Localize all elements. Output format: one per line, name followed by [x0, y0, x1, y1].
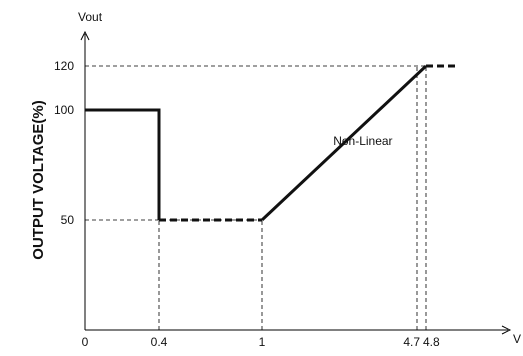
series: [85, 66, 456, 220]
x-tick-label-4-8: 4.8: [423, 335, 440, 349]
y-axis-name: Vout: [78, 10, 103, 24]
y-tick-label-50: 50: [61, 213, 75, 227]
x-tick-label-4-7: 4.7: [403, 335, 420, 349]
y-axis-title: OUTPUT VOLTAGE(%): [30, 100, 47, 259]
x-tick-label-0: 0: [82, 335, 89, 349]
curve-segment-1-solid: [85, 110, 159, 220]
guide-lines: [85, 66, 426, 330]
y-tick-label-100: 100: [54, 103, 74, 117]
axes: [81, 32, 510, 334]
x-tick-label-1: 1: [259, 335, 266, 349]
x-tick-label-0-4: 0.4: [151, 335, 168, 349]
y-tick-label-120: 120: [54, 59, 74, 73]
annotation-1: Non-Linear: [333, 134, 392, 148]
labels: Vout V OUTPUT VOLTAGE(%) 0 0.4 1 4.7 4.8 50 10…: [30, 10, 521, 349]
x-axis-name: V: [513, 332, 521, 346]
